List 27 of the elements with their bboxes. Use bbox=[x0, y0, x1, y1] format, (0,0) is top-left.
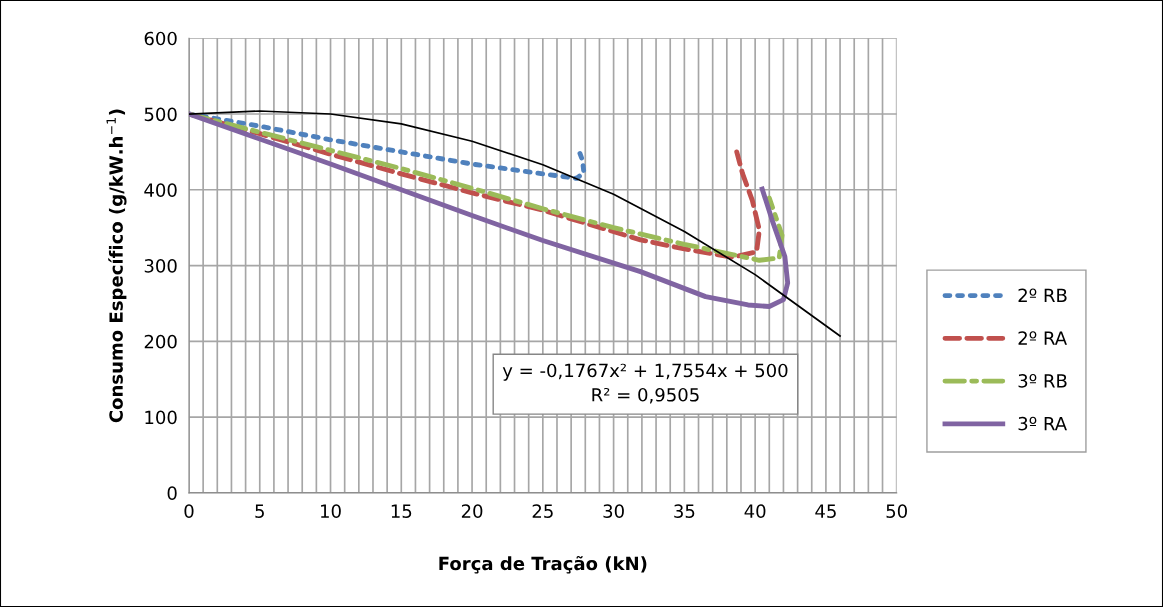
x-tick-label: 20 bbox=[461, 504, 483, 518]
legend-label: 3º RA bbox=[1018, 416, 1067, 431]
legend-label: 2º RB bbox=[1018, 288, 1067, 302]
x-tick-label: 35 bbox=[674, 504, 695, 518]
x-tick-label: 50 bbox=[886, 504, 907, 518]
y-tick-label: 300 bbox=[144, 259, 177, 273]
y-axis-title: Consumo Específico (g/kW.h$^{−1}$) bbox=[106, 109, 127, 423]
y-tick-label: 400 bbox=[144, 183, 177, 197]
y-tick-label: 600 bbox=[144, 31, 177, 46]
x-axis-title: Força de Tração (kN) bbox=[439, 555, 647, 574]
line-series bbox=[188, 110, 841, 337]
x-tick-label: 30 bbox=[603, 504, 624, 518]
x-tick-label: 45 bbox=[815, 504, 836, 518]
y-tick-label: 100 bbox=[145, 410, 177, 425]
legend-label: 3º RB bbox=[1018, 374, 1067, 388]
legend-label: 2º RA bbox=[1018, 331, 1067, 345]
line-series bbox=[188, 111, 791, 309]
x-tick-label: 0 bbox=[184, 504, 194, 518]
annotation: y = -0,1767x² + 1,7554x + 500 R² = 0,9505 bbox=[502, 363, 788, 404]
x-tick-label: 25 bbox=[532, 504, 553, 518]
x-tick-label: 10 bbox=[321, 504, 341, 518]
y-tick-label: 0 bbox=[167, 486, 177, 500]
x-tick-label: 40 bbox=[744, 504, 766, 518]
y-tick-label: 200 bbox=[144, 334, 177, 349]
x-tick-label: 15 bbox=[391, 504, 412, 518]
x-tick-label: 5 bbox=[255, 504, 264, 518]
y-tick-label: 500 bbox=[144, 107, 177, 122]
